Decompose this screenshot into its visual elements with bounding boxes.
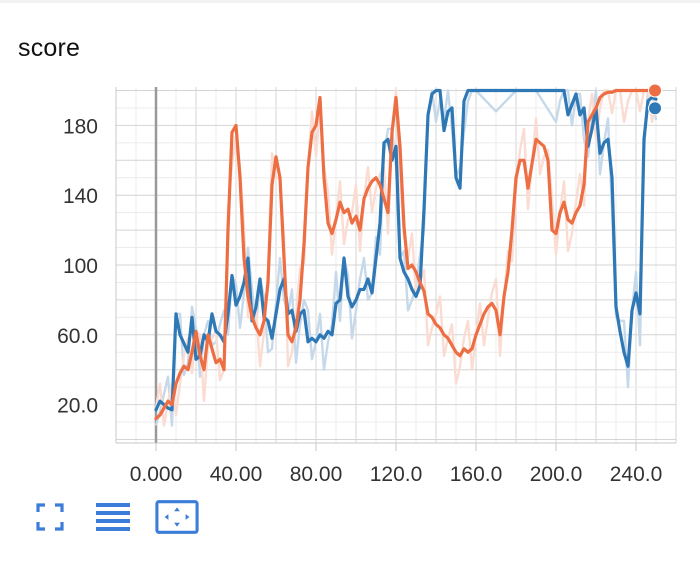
series-endpoint-marker	[648, 101, 662, 116]
y-tick-label: 140	[63, 185, 98, 208]
chart-axes: 0.000 40.00 80.00 120.0 160.0 200.0 240.0 20.0 6…	[57, 115, 676, 486]
series-line	[154, 88, 658, 421]
chart-title: score	[18, 34, 81, 62]
top-divider	[0, 0, 700, 3]
y-tick-label: 60.0	[57, 325, 98, 348]
x-tick-label: 80.00	[290, 463, 343, 486]
line-chart[interactable]: 0.000 40.00 80.00 120.0 160.0 200.0 240.0 20.0 6…	[0, 0, 700, 500]
x-tick-label: 120.0	[370, 463, 423, 486]
fit-to-data-icon	[155, 500, 199, 534]
y-tick-label: 180	[63, 115, 98, 138]
smoothed-series-layer	[154, 88, 658, 421]
x-tick-label: 200.0	[530, 463, 583, 486]
x-tick-label: 160.0	[450, 463, 503, 486]
series-endpoint-marker	[648, 83, 662, 98]
series-line	[154, 88, 658, 412]
y-tick-label: 20.0	[57, 395, 98, 418]
series-endpoints	[648, 83, 662, 116]
log-scale-toggle-button[interactable]	[91, 500, 135, 534]
fullscreen-button[interactable]	[28, 500, 72, 534]
fit-domain-button[interactable]	[155, 500, 199, 534]
expand-icon	[36, 503, 64, 531]
y-tick-label: 100	[63, 255, 98, 278]
x-tick-label: 240.0	[610, 463, 663, 486]
lines-icon	[96, 503, 130, 531]
chart-grid	[115, 87, 677, 443]
x-tick-label: 40.00	[210, 463, 263, 486]
x-tick-label: 0.000	[130, 463, 183, 486]
